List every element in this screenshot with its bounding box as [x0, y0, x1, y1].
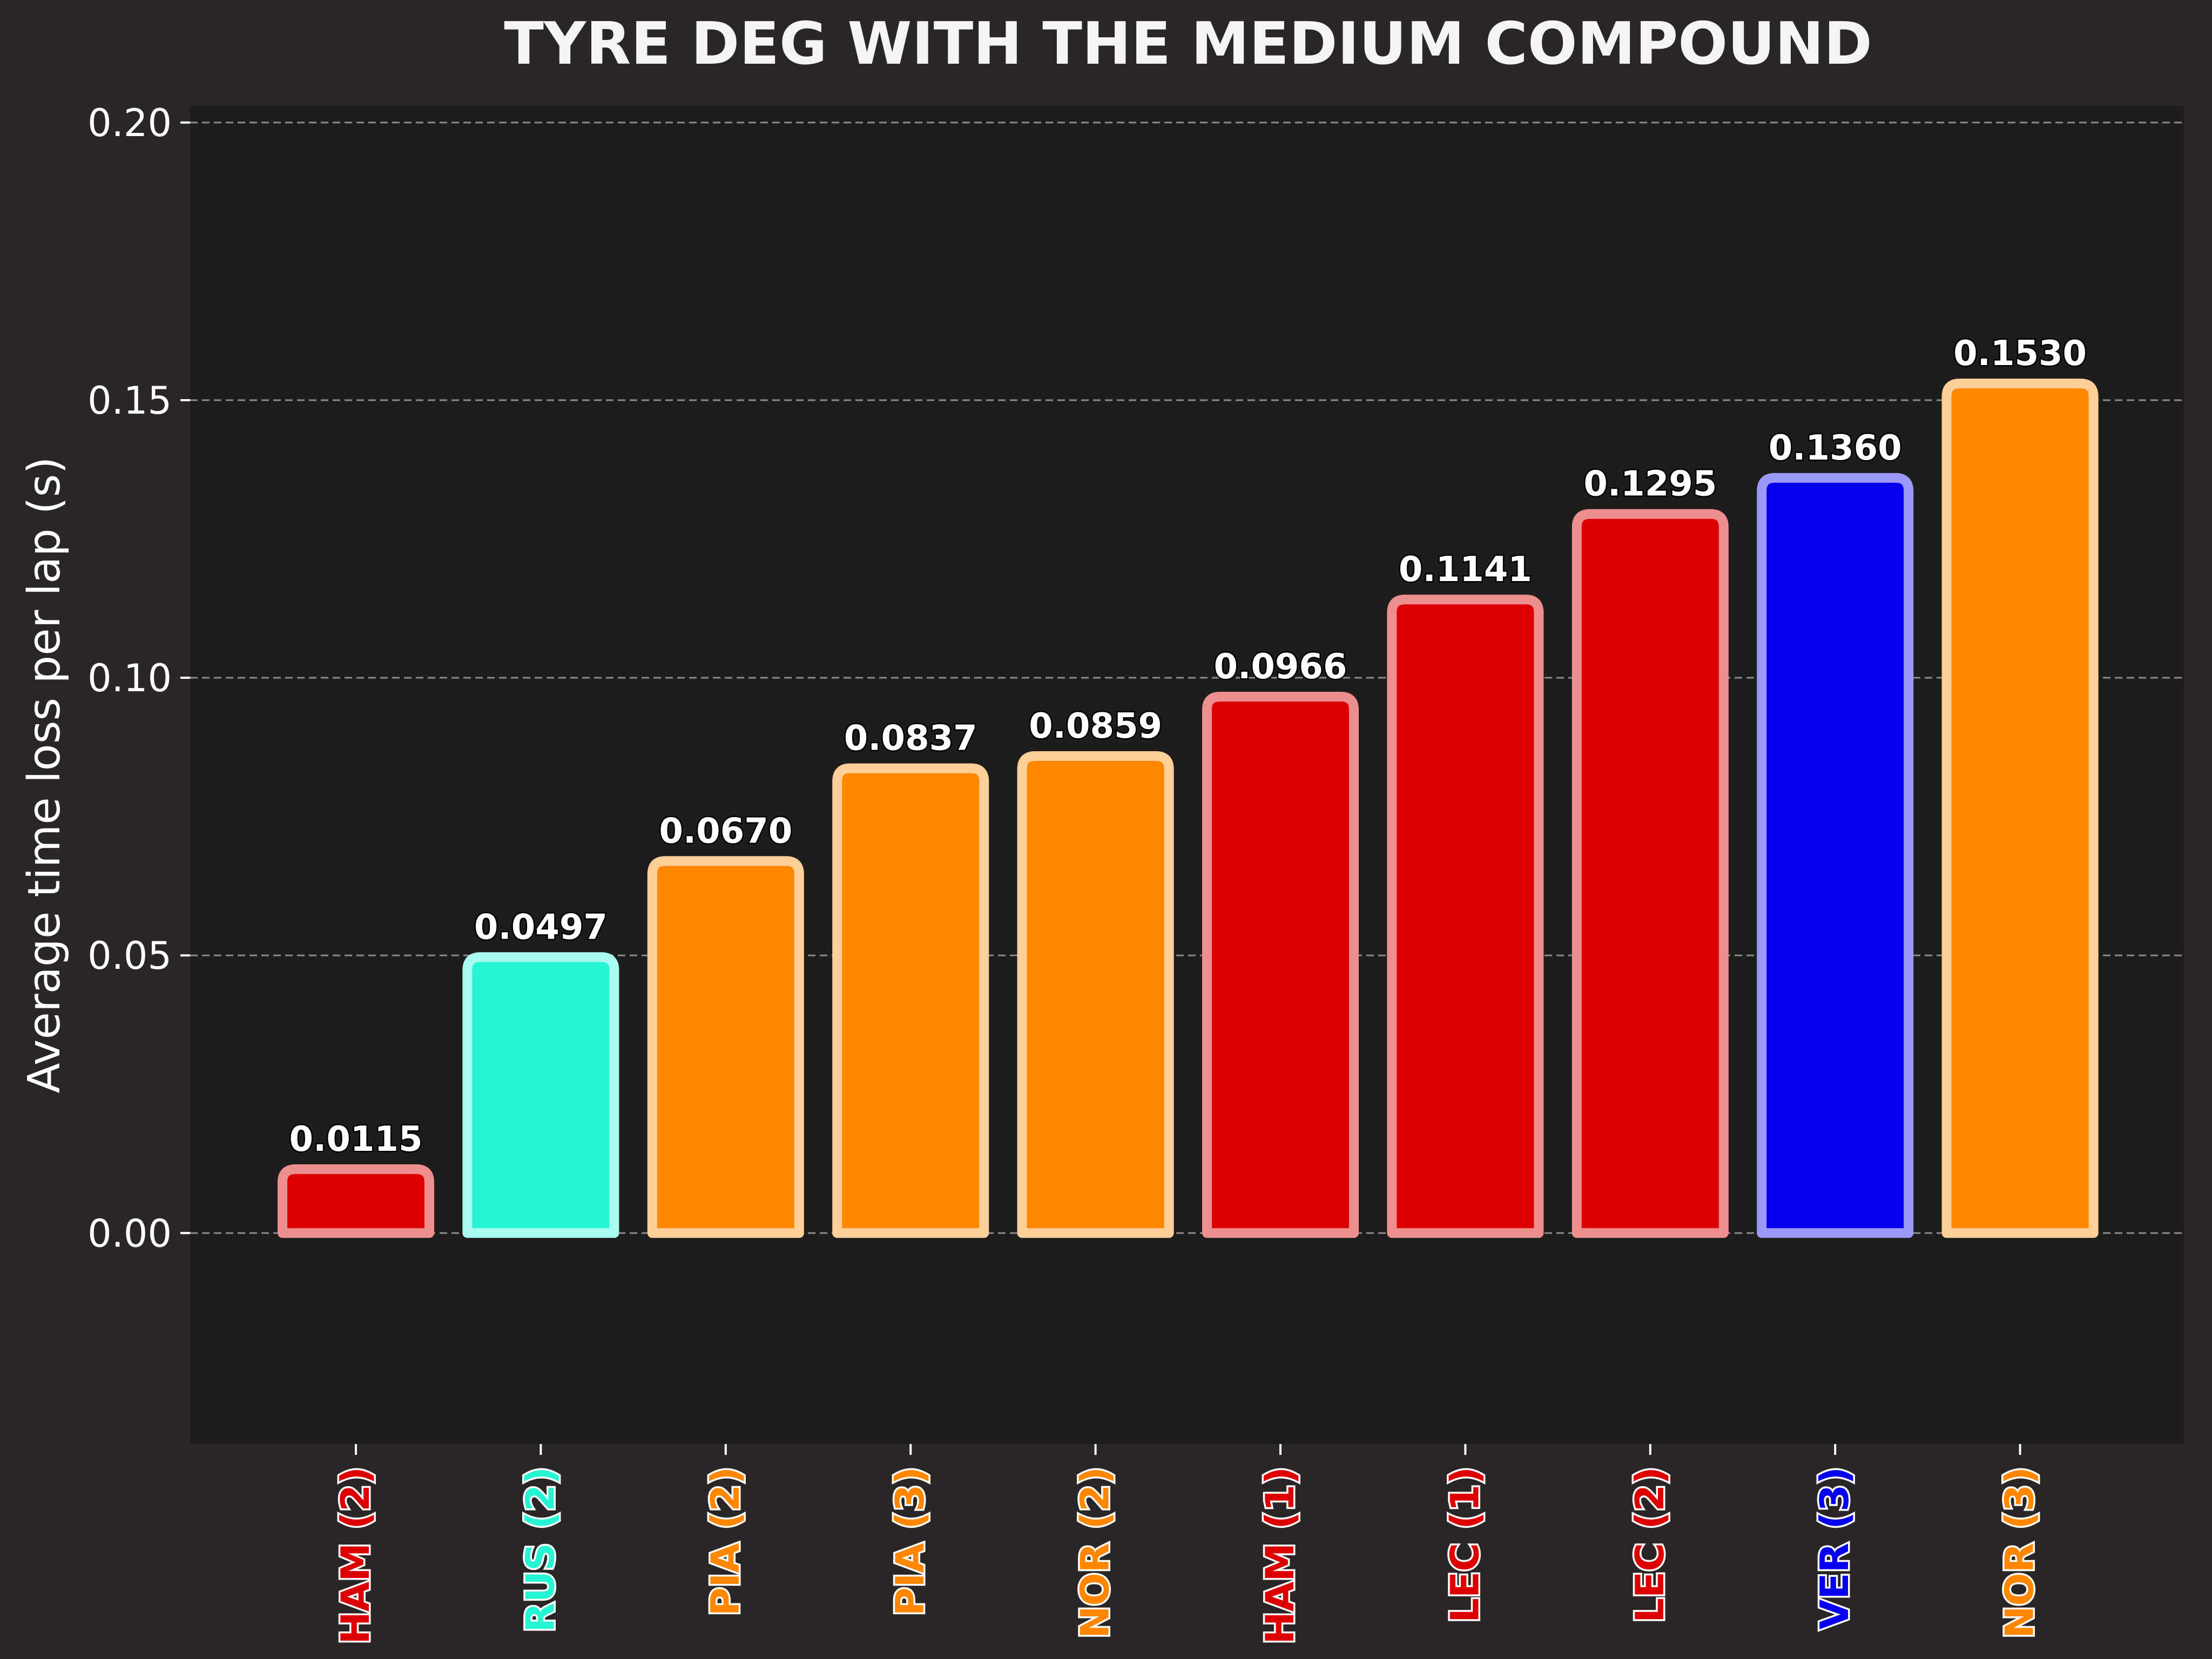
- y-tick-label: 0.05: [87, 934, 172, 978]
- x-tick-label: NOR (2): [1073, 1467, 1118, 1638]
- x-tick-label: HAM (2): [333, 1467, 378, 1644]
- chart-title: TYRE DEG WITH THE MEDIUM COMPOUND: [504, 10, 1872, 78]
- x-tick-label: PIA (2): [703, 1467, 748, 1616]
- x-tick-label: NOR (3): [1997, 1467, 2042, 1638]
- data-label: 0.1295: [1583, 464, 1717, 504]
- x-axis: HAM (2) RUS (2) PIA (2) PIA (3) NOR (2) HAM (…: [331, 1444, 2044, 1646]
- x-tick-label: HAM (1): [1257, 1467, 1303, 1644]
- y-tick-label: 0.15: [87, 379, 172, 423]
- data-label: 0.0859: [1029, 706, 1162, 746]
- bar: [1757, 473, 1914, 1238]
- bar: [832, 763, 989, 1238]
- data-label: 0.0837: [844, 719, 977, 759]
- y-tick-label: 0.00: [87, 1211, 172, 1256]
- bar: [647, 856, 804, 1238]
- data-label: 0.1360: [1769, 428, 1902, 468]
- data-label: 0.1530: [1953, 334, 2087, 374]
- bar: [1941, 379, 2099, 1238]
- bars: 0.0115 0.0497 0.0670 0.0837 0.0859 0.0966 0.11…: [278, 333, 2099, 1238]
- bar: [278, 1164, 434, 1238]
- data-label: 0.0115: [289, 1120, 423, 1159]
- bar: [462, 952, 619, 1238]
- bar: [1202, 692, 1359, 1238]
- data-label: 0.0670: [659, 811, 792, 851]
- x-tick-label: LEC (1): [1442, 1467, 1487, 1623]
- y-tick-label: 0.20: [87, 101, 172, 145]
- x-tick-label: VER (3): [1812, 1467, 1857, 1629]
- x-tick-label: PIA (3): [887, 1467, 933, 1616]
- data-label: 0.0966: [1214, 647, 1347, 687]
- x-tick-label: RUS (2): [517, 1467, 563, 1633]
- data-label: 0.0497: [474, 907, 608, 947]
- y-tick-label: 0.10: [87, 656, 172, 700]
- x-tick-label: LEC (2): [1627, 1467, 1673, 1623]
- y-axis: 0.00 0.05 0.10 0.15 0.20: [87, 101, 190, 1256]
- bar: [1017, 751, 1174, 1238]
- y-axis-label: Average time loss per lap (s): [19, 457, 70, 1094]
- data-label: 0.1141: [1399, 550, 1532, 590]
- bar: [1572, 509, 1729, 1238]
- bar: [1387, 595, 1544, 1238]
